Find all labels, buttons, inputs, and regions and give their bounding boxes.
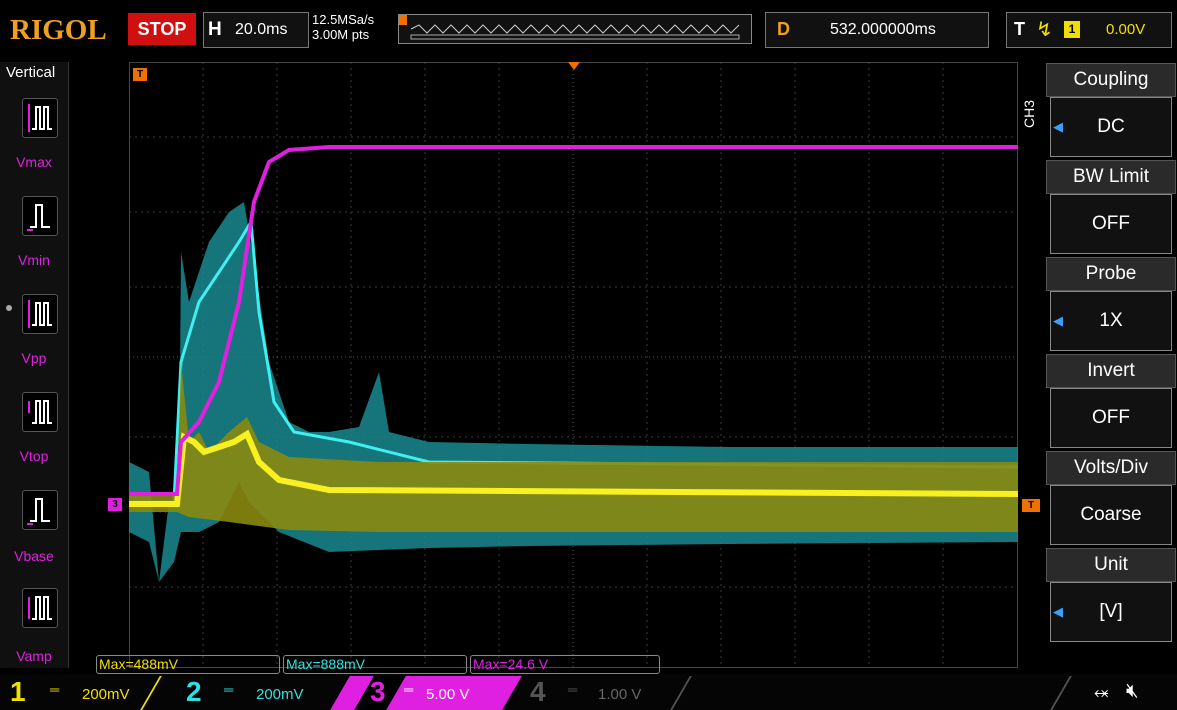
vmin-icon xyxy=(27,204,50,231)
volts-div-softkey[interactable]: Coarse xyxy=(1050,485,1172,545)
ch4-number[interactable]: 4 xyxy=(530,676,546,707)
invert-softkey[interactable]: OFF xyxy=(1050,388,1172,448)
bw-limit-header: BW Limit xyxy=(1046,160,1176,194)
ch1-number[interactable]: 1 xyxy=(10,676,26,707)
bw-limit-value: OFF xyxy=(1092,213,1130,234)
ch1-trace-core xyxy=(129,429,1018,507)
volts-div-header: Volts/Div xyxy=(1046,451,1176,485)
ch3-trace xyxy=(129,145,1018,496)
coupling-header: Coupling xyxy=(1046,63,1176,97)
ch2-coupling-icon: ═ xyxy=(224,682,234,697)
ch1-scale: 200mV xyxy=(82,686,130,703)
acquisition-info: 12.5MSa/s 3.00M pts xyxy=(312,12,374,42)
ch3-number[interactable]: 3 xyxy=(370,676,386,707)
unit-value: [V] xyxy=(1099,601,1123,622)
invert-header: Invert xyxy=(1046,354,1176,388)
vmin-button[interactable] xyxy=(22,196,58,236)
vbase-icon xyxy=(27,498,50,525)
vpp-label: Vpp xyxy=(21,350,47,366)
trigger-position-marker[interactable]: T xyxy=(133,68,147,81)
probe-value: 1X xyxy=(1099,310,1123,331)
probe-header: Probe xyxy=(1046,257,1176,291)
vtop-label: Vtop xyxy=(19,448,49,464)
waveform-display[interactable] xyxy=(129,62,1018,668)
ch2-scale: 200mV xyxy=(256,686,304,703)
vertical-measure-panel xyxy=(0,62,69,668)
timebase-box[interactable] xyxy=(203,12,309,48)
ch4-coupling-icon: ═ xyxy=(568,682,578,697)
vbase-button[interactable] xyxy=(22,490,58,530)
overview-wave-icon xyxy=(399,15,740,40)
vmin-label: Vmin xyxy=(18,252,50,268)
vamp-icon xyxy=(28,596,52,620)
menu-page-indicator xyxy=(6,305,12,311)
vamp-button[interactable] xyxy=(22,588,58,628)
vtop-button[interactable] xyxy=(22,392,58,432)
waveform-overview[interactable] xyxy=(398,14,752,44)
ch2-number[interactable]: 2 xyxy=(186,676,202,707)
ch2-max-measurement: Max=888mV xyxy=(283,655,467,674)
volts-div-value: Coarse xyxy=(1080,504,1142,525)
vpp-button[interactable] xyxy=(22,294,58,334)
vertical-panel-title: Vertical xyxy=(6,64,56,81)
channel-status-bar xyxy=(0,674,1177,710)
vbase-label: Vbase xyxy=(14,548,54,564)
vmax-label: Vmax xyxy=(16,154,52,170)
unit-arrow-icon: ◀ xyxy=(1053,604,1063,619)
vmax-button[interactable] xyxy=(22,98,58,138)
ch3-coupling-icon: ═ xyxy=(404,682,414,697)
trigger-box[interactable] xyxy=(1006,12,1172,48)
trigger-label: T xyxy=(1014,19,1025,39)
ch3-offset-marker[interactable]: 3 xyxy=(108,498,122,511)
coupling-softkey[interactable]: DC xyxy=(1050,97,1172,157)
memory-depth: 3.00M pts xyxy=(312,27,370,42)
probe-softkey[interactable]: 1X xyxy=(1050,291,1172,351)
rising-edge-icon: ↯ xyxy=(1036,19,1053,41)
vtop-icon xyxy=(28,400,52,424)
timebase-label: H xyxy=(208,19,222,40)
coupling-value: DC xyxy=(1097,116,1125,137)
vamp-label: Vamp xyxy=(16,648,52,664)
usb-icon: ⬾ xyxy=(1094,682,1109,702)
graticule-center xyxy=(129,62,1018,668)
run-stop-indicator[interactable]: STOP xyxy=(128,13,196,45)
speaker-mute-icon[interactable]: 🔇︎ xyxy=(1126,680,1139,702)
vpp-icon xyxy=(28,300,52,328)
delay-value: 532.000000ms xyxy=(830,21,936,38)
unit-header: Unit xyxy=(1046,548,1176,582)
rigol-logo: RIGOL xyxy=(10,14,107,46)
ch3-menu-tab: CH3 xyxy=(1021,100,1037,129)
sample-rate: 12.5MSa/s xyxy=(312,12,375,27)
delay-label: D xyxy=(777,19,790,39)
ch3-max-measurement: Max=24.6 V xyxy=(470,655,660,674)
trigger-source: 1 xyxy=(1064,21,1080,38)
trigger-level-marker[interactable]: T xyxy=(1022,499,1040,512)
ch1-coupling-icon: ═ xyxy=(50,682,60,697)
probe-arrow-icon: ◀ xyxy=(1053,313,1063,328)
ch3-scale: 5.00 V xyxy=(426,686,470,703)
unit-softkey[interactable]: [V] xyxy=(1050,582,1172,642)
invert-value: OFF xyxy=(1092,407,1130,428)
center-time-marker xyxy=(568,62,580,70)
bw-limit-softkey[interactable]: OFF xyxy=(1050,194,1172,254)
coupling-arrow-icon: ◀ xyxy=(1053,119,1063,134)
timebase-value: 20.0ms xyxy=(235,21,288,38)
vmax-icon xyxy=(28,104,52,132)
ch4-scale: 1.00 V xyxy=(598,686,642,703)
delay-box[interactable] xyxy=(765,12,989,48)
ch1-max-measurement: Max=488mV xyxy=(96,655,280,674)
trigger-level: 0.00V xyxy=(1106,21,1146,38)
